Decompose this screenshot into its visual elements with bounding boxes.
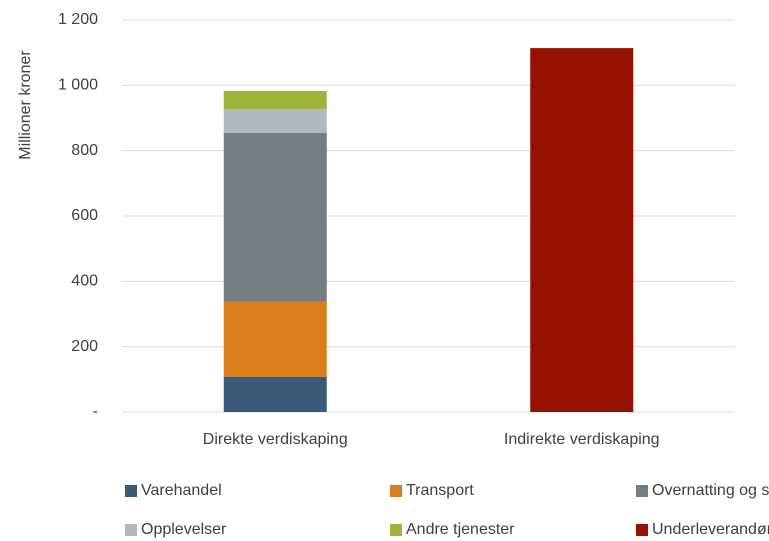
legend-swatch [390, 524, 402, 536]
legend-label: Opplevelser [141, 521, 227, 538]
legend-swatch [125, 485, 137, 497]
legend-swatch [636, 485, 648, 497]
bar-segment [530, 48, 634, 413]
y-tick-label: 400 [71, 273, 98, 290]
bar-segment [223, 376, 327, 412]
legend-swatch [125, 524, 137, 536]
x-tick-label: Indirekte verdiskaping [504, 431, 660, 448]
legend-label: Overnatting og servering [652, 482, 769, 499]
bar-segment [223, 133, 327, 302]
legend-swatch [636, 524, 648, 536]
y-tick-label: 200 [71, 338, 98, 355]
legend-label: Underleverandører [652, 521, 769, 538]
y-tick-label: 1 200 [58, 11, 98, 28]
y-tick-label: 600 [71, 207, 98, 224]
y-tick-label: 1 000 [58, 77, 98, 94]
bar-segment [223, 301, 327, 377]
legend-label: Andre tjenester [406, 521, 515, 538]
y-tick-label: - [93, 403, 98, 420]
bar-segment [223, 109, 327, 134]
bar-segment [223, 90, 327, 110]
legend-label: Varehandel [141, 482, 222, 499]
y-axis-label: Millioner kroner [17, 50, 34, 160]
x-tick-label: Direkte verdiskaping [203, 431, 348, 448]
y-tick-label: 800 [71, 142, 98, 159]
legend-label: Transport [406, 482, 474, 499]
legend-swatch [390, 485, 402, 497]
